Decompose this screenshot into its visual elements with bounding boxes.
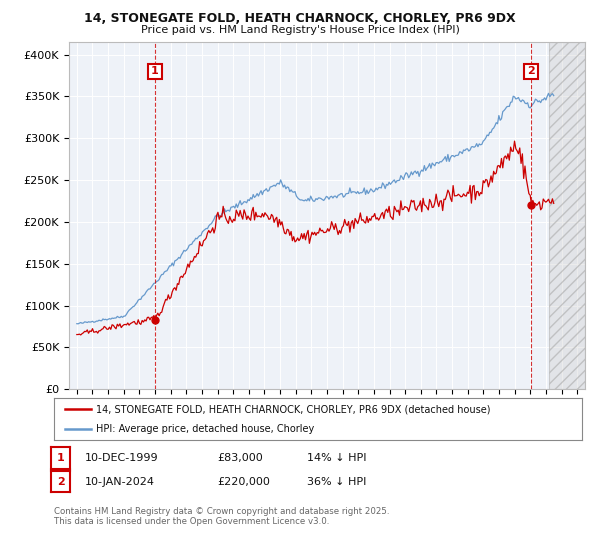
Text: 2: 2 — [527, 66, 535, 76]
Text: 1: 1 — [57, 453, 64, 463]
Text: 36% ↓ HPI: 36% ↓ HPI — [307, 477, 367, 487]
Text: Contains HM Land Registry data © Crown copyright and database right 2025.
This d: Contains HM Land Registry data © Crown c… — [54, 507, 389, 526]
Bar — [548, 42, 585, 389]
Text: 14, STONEGATE FOLD, HEATH CHARNOCK, CHORLEY, PR6 9DX: 14, STONEGATE FOLD, HEATH CHARNOCK, CHOR… — [84, 12, 516, 25]
Text: HPI: Average price, detached house, Chorley: HPI: Average price, detached house, Chor… — [96, 424, 314, 434]
Text: £220,000: £220,000 — [217, 477, 270, 487]
Text: 2: 2 — [57, 477, 64, 487]
Text: Price paid vs. HM Land Registry's House Price Index (HPI): Price paid vs. HM Land Registry's House … — [140, 25, 460, 35]
Text: 14% ↓ HPI: 14% ↓ HPI — [307, 453, 367, 463]
Text: £83,000: £83,000 — [217, 453, 263, 463]
Text: 10-JAN-2024: 10-JAN-2024 — [85, 477, 155, 487]
Bar — [548, 42, 585, 389]
Text: 10-DEC-1999: 10-DEC-1999 — [85, 453, 159, 463]
Text: 14, STONEGATE FOLD, HEATH CHARNOCK, CHORLEY, PR6 9DX (detached house): 14, STONEGATE FOLD, HEATH CHARNOCK, CHOR… — [96, 404, 491, 414]
Text: 1: 1 — [151, 66, 159, 76]
